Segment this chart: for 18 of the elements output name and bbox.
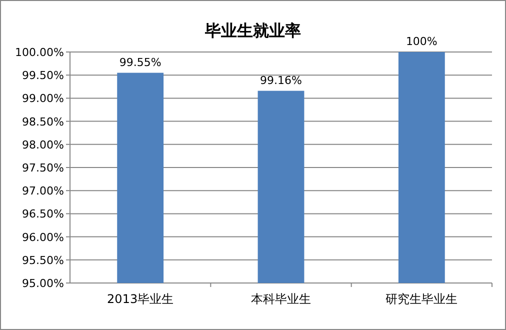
y-tick-label: 95.50% [22,254,64,267]
y-tick-label: 96.00% [22,230,64,244]
x-tick-label: 2013毕业生 [107,292,174,306]
data-label: 99.16% [260,74,302,87]
y-tick-label: 99.50% [22,69,64,82]
y-tick-label: 98.00% [22,138,64,152]
y-tick-label: 100.00% [15,46,64,59]
y-tick-label: 96.50% [22,208,64,221]
y-tick-label: 95.00% [22,277,64,290]
x-tick-label: 本科毕业生 [251,292,311,306]
x-tick-label: 研究生毕业生 [386,292,458,306]
y-tick-label: 98.50% [22,115,64,128]
y-tick-label: 99.00% [22,92,64,106]
data-label: 100% [406,35,438,48]
chart-title: 毕业生就业率 [204,21,301,40]
data-label: 99.55% [119,56,162,69]
y-tick-label: 97.50% [22,162,64,174]
y-tick-label: 97.00% [22,184,64,198]
